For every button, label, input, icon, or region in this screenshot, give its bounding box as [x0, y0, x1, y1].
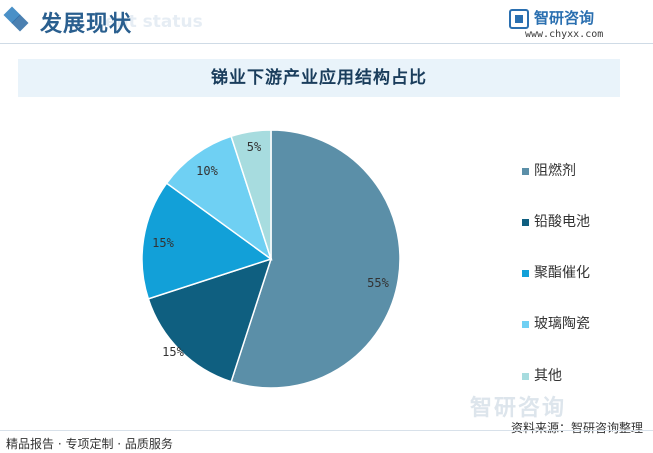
chart-title-bar: 锑业下游产业应用结构占比: [18, 59, 620, 97]
source-note: 资料来源：智研咨询整理: [510, 421, 643, 435]
header: ent status 发展现状 智研咨询 www.chyxx.com: [0, 0, 653, 44]
legend-swatch: [522, 168, 529, 175]
pie-slice-1: [230, 129, 401, 389]
footer-slogan: 精品报告 · 专项定制 · 品质服务: [6, 437, 173, 451]
legend-swatch: [522, 321, 529, 328]
legend-swatch: [522, 270, 529, 277]
legend-swatch: [522, 219, 529, 226]
legend-label: 其他: [534, 368, 562, 384]
pie-slice-3: [141, 182, 273, 300]
bottom-watermark: 智研咨询: [470, 396, 567, 421]
section-title: 发展现状: [40, 12, 133, 37]
chart-title: 锑业下游产业应用结构占比: [211, 68, 427, 88]
legend-label: 铅酸电池: [534, 214, 590, 230]
brand-url[interactable]: www.chyxx.com: [525, 29, 604, 40]
header-watermark: ent status: [105, 12, 203, 32]
pie-slice-5: [230, 129, 272, 260]
legend-swatch: [522, 373, 529, 380]
brand-logo-icon: [509, 9, 529, 29]
pie-slice-4: [165, 135, 273, 261]
legend-label: 聚酯催化: [534, 265, 590, 281]
header-divider: [0, 43, 653, 44]
pie-data-label-2: 15%: [162, 345, 184, 359]
pie-data-label-1: 55%: [367, 276, 389, 290]
pie-data-label-4: 10%: [196, 164, 218, 178]
pie-data-label-3: 15%: [152, 236, 174, 250]
pie-data-label-5: 5%: [247, 140, 262, 154]
legend-label: 阻燃剂: [534, 163, 576, 179]
legend-label: 玻璃陶瓷: [534, 316, 590, 332]
brand-name: 智研咨询: [534, 9, 595, 27]
brand[interactable]: 智研咨询 www.chyxx.com: [509, 7, 639, 43]
footer-divider: [0, 430, 653, 431]
